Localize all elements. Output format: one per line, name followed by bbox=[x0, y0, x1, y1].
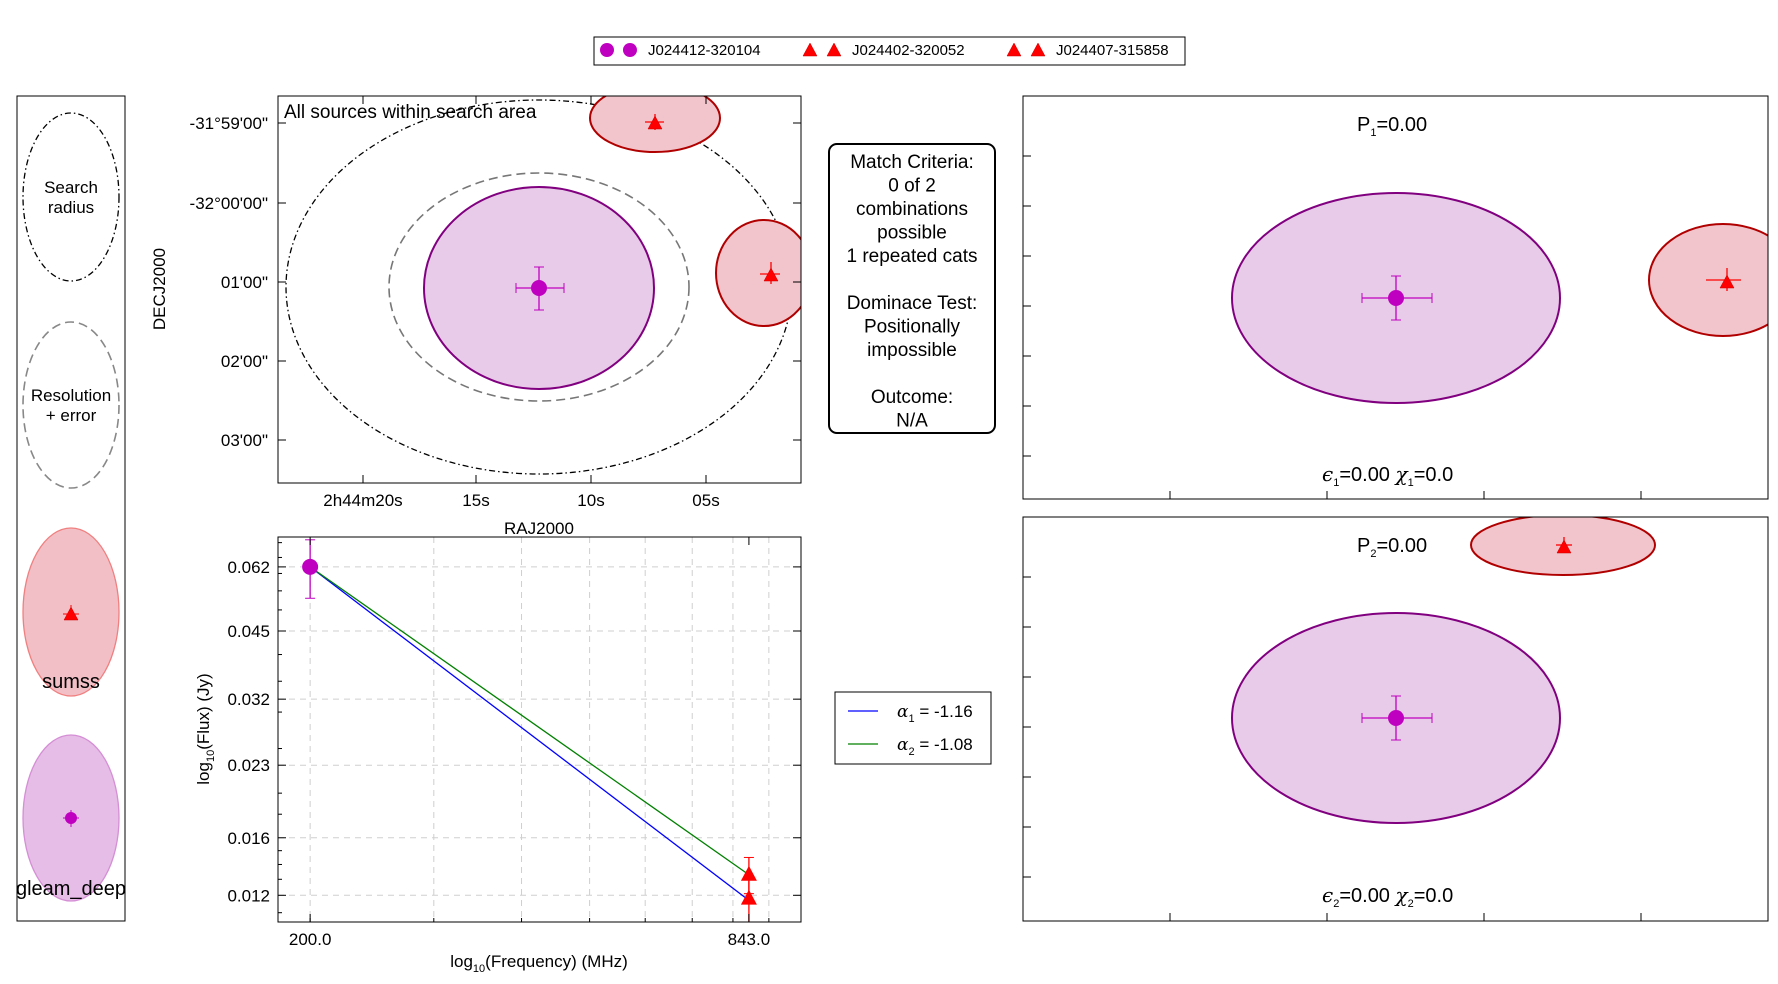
sumss-marker bbox=[645, 114, 664, 130]
sed-legend: α1 = -1.16 α2 = -1.08 bbox=[834, 691, 992, 765]
gleam-deep-marker bbox=[63, 810, 79, 827]
sed-grid bbox=[278, 537, 801, 922]
sumss-marker bbox=[1706, 268, 1741, 291]
sky-panel: All sources within search area 2h44m20s … bbox=[150, 95, 802, 538]
combination-panel-2: P2=0.00 ϵ2=0.00 χ2=0.0 bbox=[1022, 516, 1769, 922]
alpha2-label: α2 = -1.08 bbox=[897, 735, 973, 758]
epsilon-chi-2-label: ϵ2=0.00 χ2=0.0 bbox=[1322, 883, 1453, 910]
dec-tick-label: -31°59'00" bbox=[190, 114, 268, 133]
sed-y-axis-label: log10(Flux) (Jy) bbox=[194, 673, 217, 784]
y-tick-label: 0.032 bbox=[227, 690, 270, 709]
magenta-circle-icon bbox=[600, 43, 614, 57]
sed-ticks: 200.0 843.0 0.012 0.016 0.023 0.032 0.045 0.062 bbox=[227, 537, 801, 949]
y-tick-label: 0.045 bbox=[227, 622, 270, 641]
ra-tick-label: 10s bbox=[577, 491, 604, 510]
gleam-deep-label: gleam_deep bbox=[16, 878, 126, 900]
x-tick-label: 843.0 bbox=[728, 930, 771, 949]
ra-tick-label: 05s bbox=[692, 491, 719, 510]
triangle-marker bbox=[740, 865, 757, 881]
gleam-marker bbox=[1361, 695, 1433, 741]
legend-label: J024407-315858 bbox=[1056, 42, 1169, 59]
sumss-marker bbox=[63, 605, 79, 621]
combination-panel-1: P1=0.00 ϵ1=0.00 χ1=0.0 bbox=[1022, 95, 1769, 500]
resolution-error-ellipse bbox=[388, 172, 690, 402]
y-tick-label: 0.023 bbox=[227, 756, 270, 775]
legend-entry-j024412: J024412-320104 bbox=[600, 42, 761, 59]
gleam-marker bbox=[1361, 275, 1433, 321]
epsilon-chi-1-label: ϵ1=0.00 χ1=0.0 bbox=[1322, 462, 1453, 489]
gleam_deep-data-point bbox=[302, 539, 319, 599]
search-radius-label: Search radius bbox=[44, 178, 98, 217]
dec-tick-label: 02'00" bbox=[221, 352, 268, 371]
magenta-circle-icon bbox=[623, 43, 637, 57]
top-legend: J024412-320104 J024402-320052 J024407-31… bbox=[593, 36, 1186, 66]
sky-panel-title: All sources within search area bbox=[284, 102, 537, 123]
resolution-error-label: Resolution + error bbox=[31, 386, 111, 425]
dec-tick-label: 01'00" bbox=[221, 273, 268, 292]
alpha1-label: α1 = -1.16 bbox=[897, 702, 973, 725]
fit-line-1 bbox=[309, 566, 750, 901]
sed-chart: 200.0 843.0 0.012 0.016 0.023 0.032 0.045 0.062… bbox=[194, 536, 802, 975]
sumss-label: sumss bbox=[42, 671, 100, 693]
ra-tick-label: 2h44m20s bbox=[323, 491, 402, 510]
x-tick-label: 200.0 bbox=[289, 930, 332, 949]
legend-entry-j024407: J024407-315858 bbox=[1006, 42, 1169, 59]
triangle-marker bbox=[740, 889, 757, 905]
dec-axis-label: DECJ2000 bbox=[150, 248, 169, 330]
p2-label: P2=0.00 bbox=[1357, 535, 1427, 560]
sumss-source-ellipse bbox=[715, 219, 801, 327]
legend-label: J024412-320104 bbox=[648, 42, 761, 59]
resolution-error-ellipse bbox=[22, 321, 120, 489]
y-tick-label: 0.016 bbox=[227, 829, 270, 848]
circle-marker bbox=[302, 558, 319, 575]
key-panel: Search radius Resolution + error sumss gle… bbox=[16, 95, 126, 922]
legend-entry-j024402: J024402-320052 bbox=[802, 42, 965, 59]
ra-axis-label: RAJ2000 bbox=[504, 519, 574, 538]
y-tick-label: 0.012 bbox=[227, 886, 270, 905]
sed-x-axis-label: log10(Frequency) (MHz) bbox=[450, 952, 628, 975]
ra-tick-label: 15s bbox=[462, 491, 489, 510]
sumss-marker bbox=[1556, 537, 1572, 554]
dec-tick-label: 03'00" bbox=[221, 431, 268, 450]
legend-label: J024402-320052 bbox=[852, 42, 965, 59]
dec-tick-label: -32°00'00" bbox=[190, 194, 268, 213]
search-radius-ellipse bbox=[22, 112, 120, 282]
sumss-marker bbox=[760, 262, 780, 284]
gleam-marker bbox=[515, 266, 565, 311]
y-tick-label: 0.062 bbox=[227, 558, 270, 577]
match-criteria-text: Match Criteria: 0 of 2 combinations possibl… bbox=[847, 152, 978, 432]
fit-line-2 bbox=[309, 566, 750, 876]
p1-label: P1=0.00 bbox=[1357, 114, 1427, 139]
match-criteria-box: Match Criteria: 0 of 2 combinations possibl… bbox=[828, 143, 996, 434]
